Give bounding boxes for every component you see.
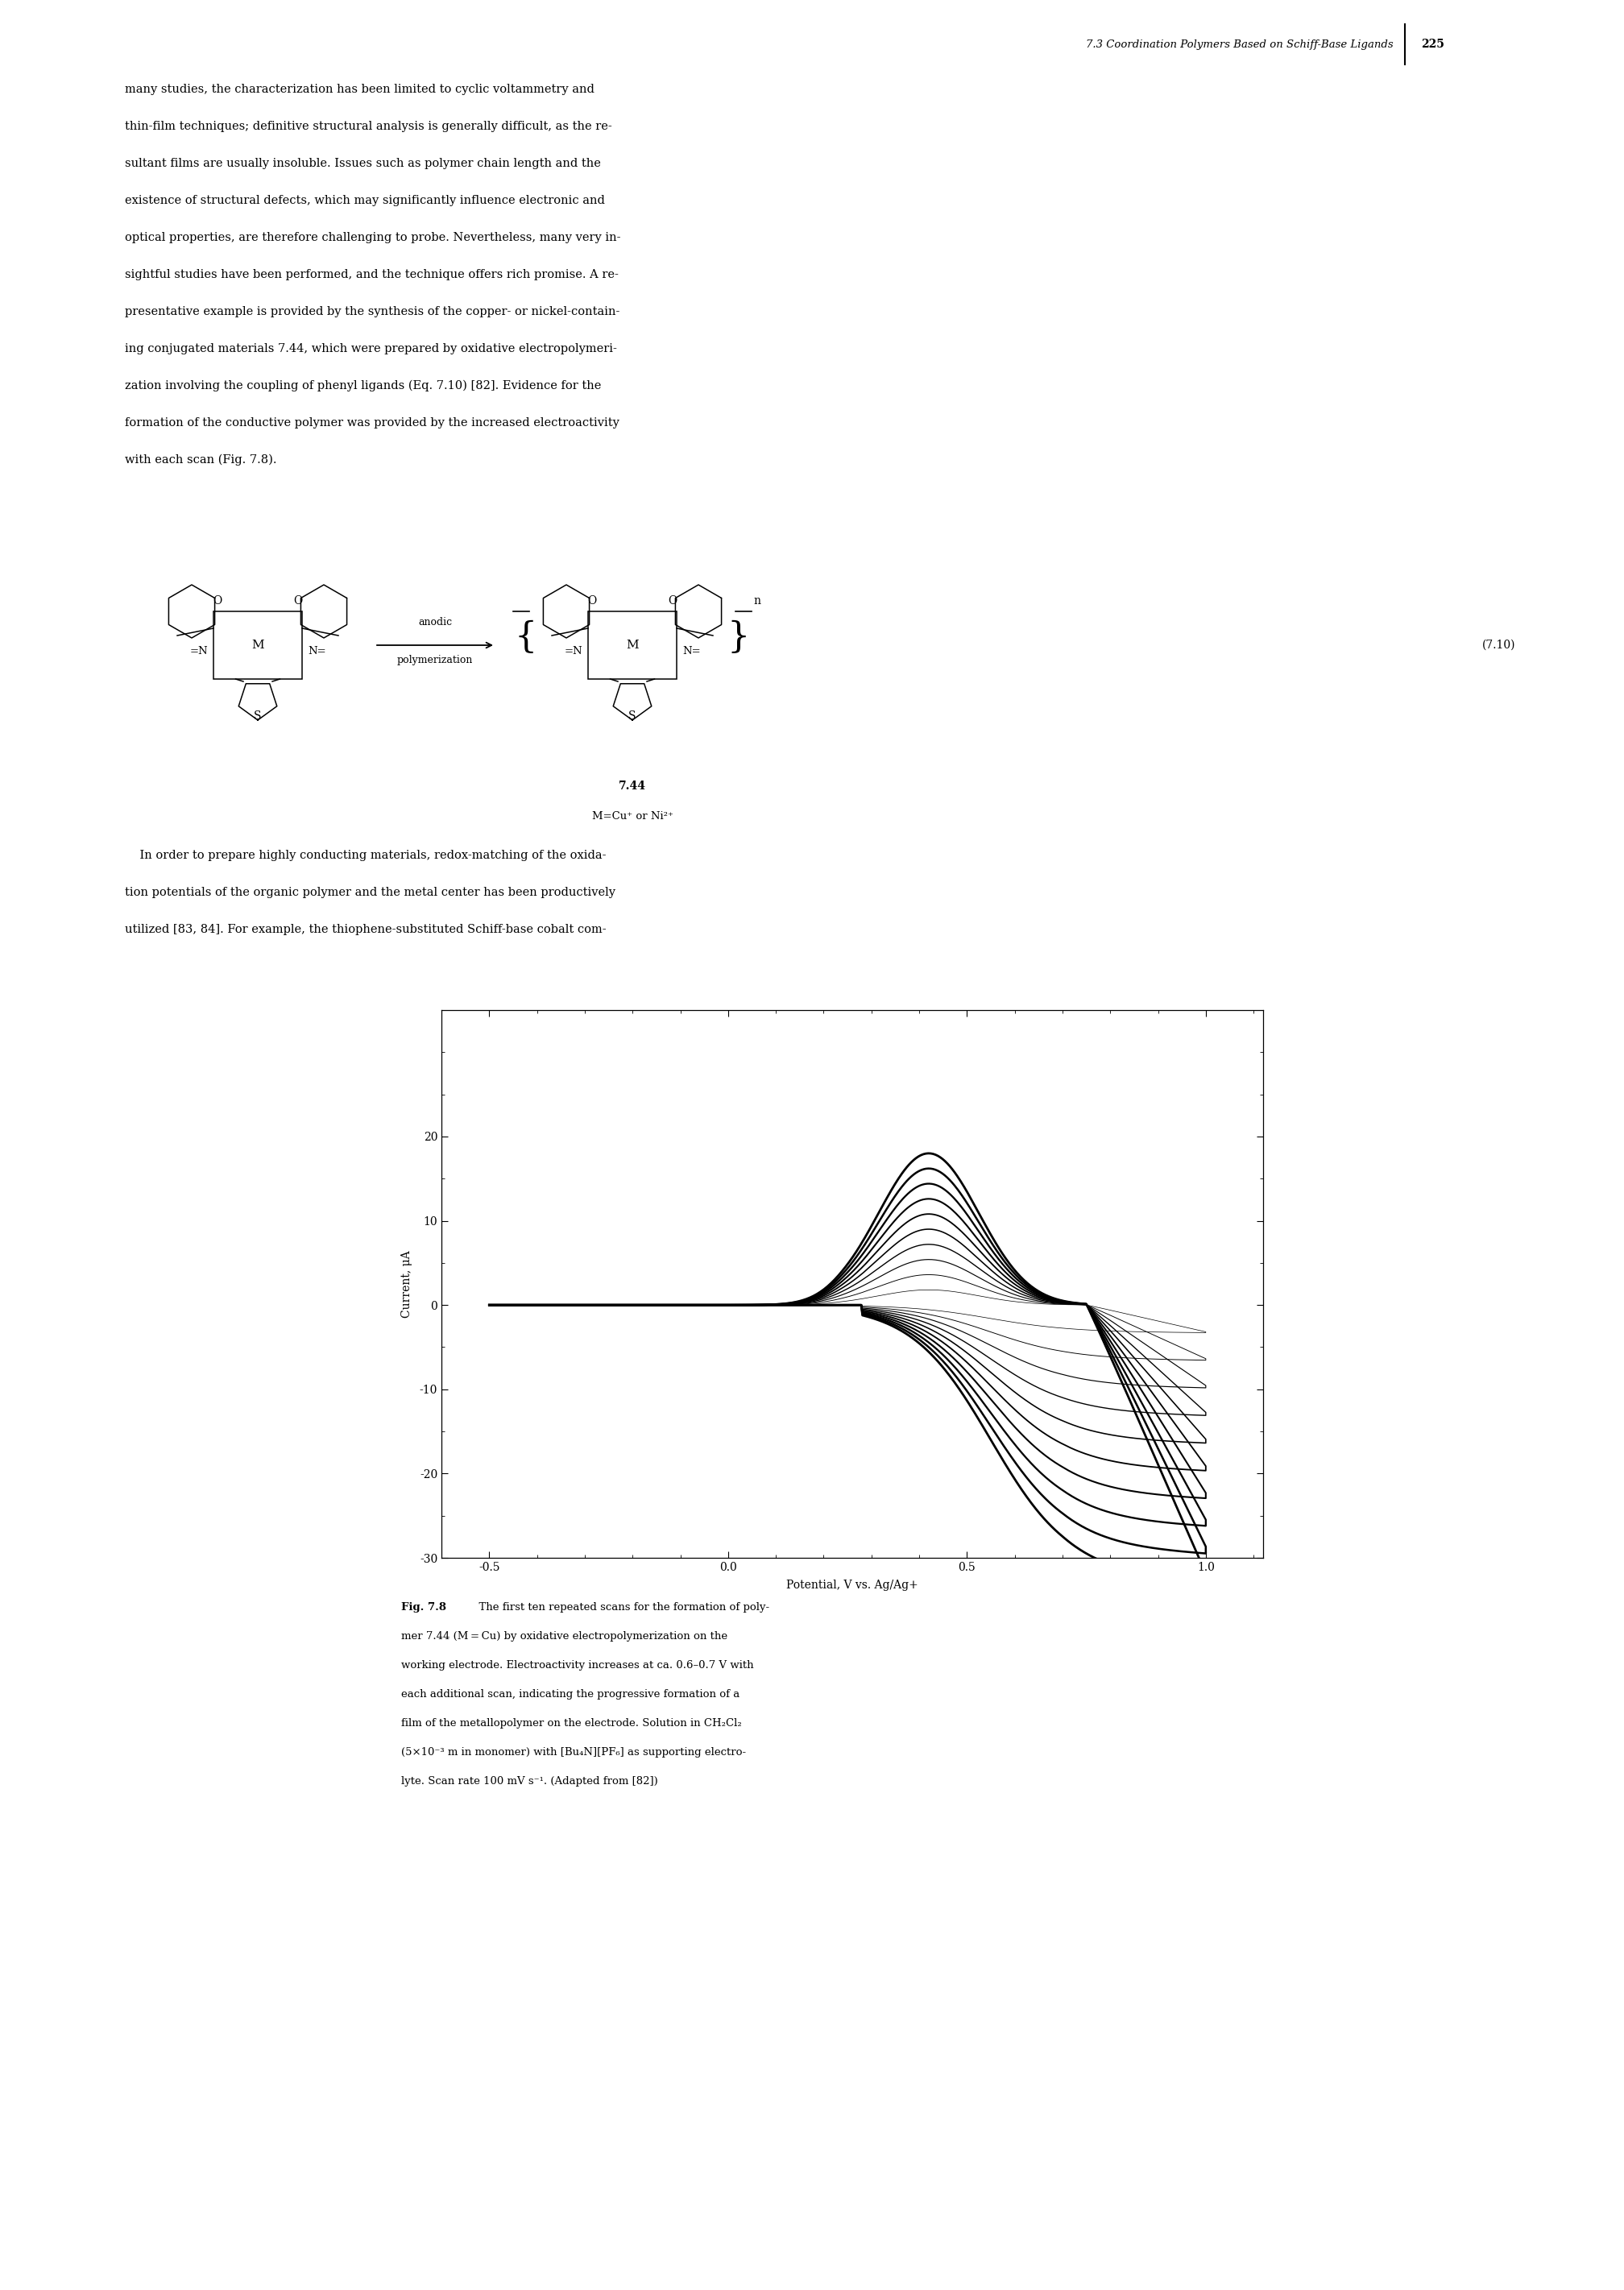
Text: anodic: anodic <box>417 616 451 627</box>
Text: working electrode. Electroactivity increases at ca. 0.6–0.7 V with: working electrode. Electroactivity incre… <box>401 1660 754 1672</box>
Text: zation involving the coupling of phenyl ligands (Eq. 7.10) [82]. Evidence for th: zation involving the coupling of phenyl … <box>125 380 601 392</box>
Text: {: { <box>515 621 538 655</box>
Text: formation of the conductive polymer was provided by the increased electroactivit: formation of the conductive polymer was … <box>125 417 619 428</box>
Text: 7.3 Coordination Polymers Based on Schiff-Base Ligands: 7.3 Coordination Polymers Based on Schif… <box>1086 39 1397 50</box>
Text: ing conjugated materials 7.44, which were prepared by oxidative electropolymeri-: ing conjugated materials 7.44, which wer… <box>125 344 617 355</box>
Text: M=Cu⁺ or Ni²⁺: M=Cu⁺ or Ni²⁺ <box>591 811 672 822</box>
Text: (7.10): (7.10) <box>1481 639 1515 650</box>
Text: tion potentials of the organic polymer and the metal center has been productivel: tion potentials of the organic polymer a… <box>125 886 615 898</box>
Text: The first ten repeated scans for the formation of poly-: The first ten repeated scans for the for… <box>473 1603 770 1612</box>
Text: polymerization: polymerization <box>396 655 473 666</box>
Text: each additional scan, indicating the progressive formation of a: each additional scan, indicating the pro… <box>401 1690 739 1699</box>
Text: presentative example is provided by the synthesis of the copper- or nickel-conta: presentative example is provided by the … <box>125 307 620 318</box>
Text: existence of structural defects, which may significantly influence electronic an: existence of structural defects, which m… <box>125 195 604 206</box>
X-axis label: Potential, V vs. Ag/Ag+: Potential, V vs. Ag/Ag+ <box>786 1580 918 1592</box>
Text: film of the metallopolymer on the electrode. Solution in CH₂Cl₂: film of the metallopolymer on the electr… <box>401 1718 742 1729</box>
Text: O: O <box>294 595 302 607</box>
Text: S: S <box>253 710 261 721</box>
Y-axis label: Current, μA: Current, μA <box>401 1250 412 1317</box>
Text: O: O <box>213 595 222 607</box>
Text: Fig. 7.8: Fig. 7.8 <box>401 1603 447 1612</box>
Text: M: M <box>252 639 265 650</box>
Text: 7.44: 7.44 <box>619 781 646 792</box>
Text: utilized [83, 84]. For example, the thiophene-substituted Schiff-base cobalt com: utilized [83, 84]. For example, the thio… <box>125 923 606 934</box>
Text: with each scan (Fig. 7.8).: with each scan (Fig. 7.8). <box>125 453 276 465</box>
Text: thin-film techniques; definitive structural analysis is generally difficult, as : thin-film techniques; definitive structu… <box>125 121 612 133</box>
Text: M: M <box>627 639 638 650</box>
Text: S: S <box>628 710 637 721</box>
Text: optical properties, are therefore challenging to probe. Nevertheless, many very : optical properties, are therefore challe… <box>125 231 620 243</box>
Text: In order to prepare highly conducting materials, redox-matching of the oxida-: In order to prepare highly conducting ma… <box>125 850 606 861</box>
Text: =N: =N <box>190 646 208 657</box>
Text: =N: =N <box>564 646 583 657</box>
Text: }: } <box>728 621 750 655</box>
Text: O: O <box>667 595 677 607</box>
Text: lyte. Scan rate 100 mV s⁻¹. (Adapted from [82]): lyte. Scan rate 100 mV s⁻¹. (Adapted fro… <box>401 1777 658 1786</box>
Text: n: n <box>754 595 762 607</box>
Text: 225: 225 <box>1421 39 1444 50</box>
Text: (5×10⁻³ m in monomer) with [Bu₄N][PF₆] as supporting electro-: (5×10⁻³ m in monomer) with [Bu₄N][PF₆] a… <box>401 1747 745 1756</box>
Text: N=: N= <box>682 646 700 657</box>
Text: N=: N= <box>307 646 326 657</box>
Text: sightful studies have been performed, and the technique offers rich promise. A r: sightful studies have been performed, an… <box>125 268 619 279</box>
Text: O: O <box>588 595 596 607</box>
Text: many studies, the characterization has been limited to cyclic voltammetry and: many studies, the characterization has b… <box>125 85 594 96</box>
Text: sultant films are usually insoluble. Issues such as polymer chain length and the: sultant films are usually insoluble. Iss… <box>125 158 601 169</box>
Text: mer 7.44 (M = Cu) by oxidative electropolymerization on the: mer 7.44 (M = Cu) by oxidative electropo… <box>401 1630 728 1642</box>
